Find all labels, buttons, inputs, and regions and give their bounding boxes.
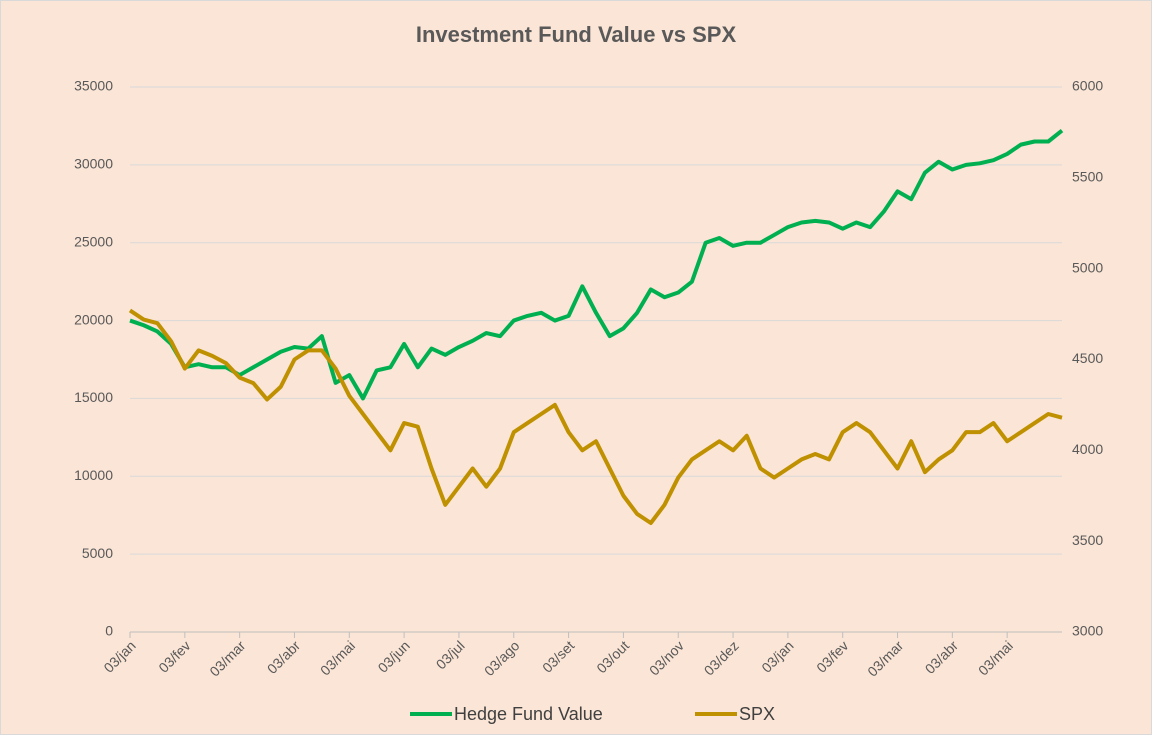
legend-label: Hedge Fund Value: [454, 704, 603, 724]
y2-tick-label: 4500: [1072, 350, 1103, 366]
y2-tick-label: 6000: [1072, 78, 1103, 94]
y-tick-label: 10000: [74, 467, 113, 483]
y2-tick-label: 3500: [1072, 532, 1103, 548]
y2-tick-label: 4000: [1072, 441, 1103, 457]
chart-title: Investment Fund Value vs SPX: [416, 22, 737, 47]
y2-tick-label: 3000: [1072, 623, 1103, 639]
y2-tick-label: 5500: [1072, 169, 1103, 185]
y-tick-label: 20000: [74, 311, 113, 327]
y-tick-label: 35000: [74, 78, 113, 94]
legend-label: SPX: [739, 704, 775, 724]
y-tick-label: 15000: [74, 389, 113, 405]
series-line: [128, 308, 1063, 525]
y-tick-label: 30000: [74, 156, 113, 172]
y-tick-label: 0: [105, 623, 113, 639]
series-line: [129, 129, 1064, 401]
y-tick-label: 25000: [74, 233, 113, 249]
y-tick-label: 5000: [82, 545, 113, 561]
y2-tick-label: 5000: [1072, 259, 1103, 275]
